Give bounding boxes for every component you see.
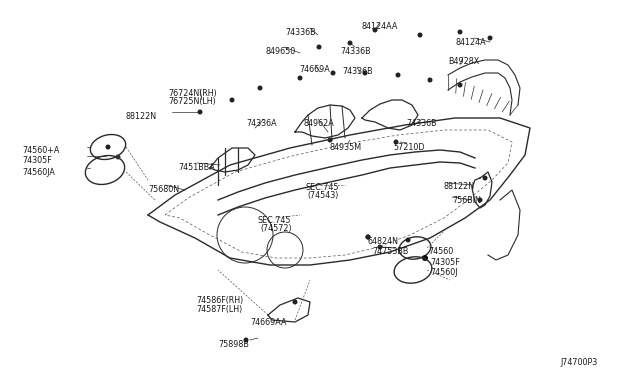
Text: 74587F(LH): 74587F(LH): [196, 305, 243, 314]
Circle shape: [362, 71, 367, 76]
Circle shape: [365, 234, 371, 240]
Text: B4928X: B4928X: [448, 57, 479, 66]
Circle shape: [417, 32, 422, 38]
Circle shape: [428, 77, 433, 83]
Text: 75680N: 75680N: [148, 185, 179, 194]
Circle shape: [115, 154, 120, 160]
Text: 74669A: 74669A: [299, 65, 330, 74]
Circle shape: [394, 140, 399, 144]
Circle shape: [458, 29, 463, 35]
Text: 74336A: 74336A: [246, 119, 276, 128]
Circle shape: [396, 73, 401, 77]
Circle shape: [198, 109, 202, 115]
Circle shape: [483, 176, 488, 180]
Text: 76725N(LH): 76725N(LH): [168, 97, 216, 106]
Text: 74560+A: 74560+A: [22, 146, 60, 155]
Circle shape: [348, 41, 353, 45]
Text: 57210D: 57210D: [393, 143, 424, 152]
Text: 756BIN: 756BIN: [452, 196, 481, 205]
Circle shape: [243, 337, 248, 343]
Circle shape: [298, 76, 303, 80]
Text: 849650: 849650: [266, 47, 296, 56]
Circle shape: [106, 144, 111, 150]
Text: J74700P3: J74700P3: [560, 358, 597, 367]
Circle shape: [458, 83, 463, 87]
Circle shape: [488, 35, 493, 41]
Circle shape: [422, 255, 428, 261]
Circle shape: [406, 237, 410, 243]
Circle shape: [330, 71, 335, 76]
Text: 88122N: 88122N: [126, 112, 157, 121]
Circle shape: [378, 244, 383, 250]
Text: SEC.745: SEC.745: [305, 183, 339, 192]
Text: 74336B: 74336B: [342, 67, 372, 76]
Circle shape: [292, 299, 298, 305]
Circle shape: [328, 138, 333, 142]
Text: 74336B: 74336B: [406, 119, 436, 128]
Text: 74336B: 74336B: [285, 28, 316, 37]
Circle shape: [372, 28, 378, 32]
Text: 74336B: 74336B: [340, 47, 371, 56]
Text: 74305F: 74305F: [430, 258, 460, 267]
Text: (74543): (74543): [307, 191, 339, 200]
Text: 74560: 74560: [428, 247, 453, 256]
Circle shape: [477, 198, 483, 202]
Text: (74572): (74572): [260, 224, 292, 233]
Circle shape: [317, 45, 321, 49]
Text: 74669AA: 74669AA: [250, 318, 287, 327]
Text: 84962A: 84962A: [303, 119, 333, 128]
Text: 76724N(RH): 76724N(RH): [168, 89, 217, 98]
Circle shape: [365, 234, 371, 240]
Text: SEC.745: SEC.745: [258, 216, 291, 225]
Circle shape: [257, 86, 262, 90]
Text: 84124AA: 84124AA: [362, 22, 398, 31]
Text: 88122N: 88122N: [444, 182, 475, 191]
Text: 74560J: 74560J: [430, 268, 458, 277]
Text: 74753BB: 74753BB: [372, 247, 408, 256]
Text: 74586F(RH): 74586F(RH): [196, 296, 243, 305]
Text: 7451BBA: 7451BBA: [178, 163, 215, 172]
Text: 84124A: 84124A: [455, 38, 486, 47]
Text: 74305F: 74305F: [22, 156, 52, 165]
Text: 74560JA: 74560JA: [22, 168, 55, 177]
Text: 84935M: 84935M: [330, 143, 362, 152]
Text: 75898B: 75898B: [218, 340, 249, 349]
Circle shape: [230, 97, 234, 103]
Text: 64824N: 64824N: [368, 237, 399, 246]
